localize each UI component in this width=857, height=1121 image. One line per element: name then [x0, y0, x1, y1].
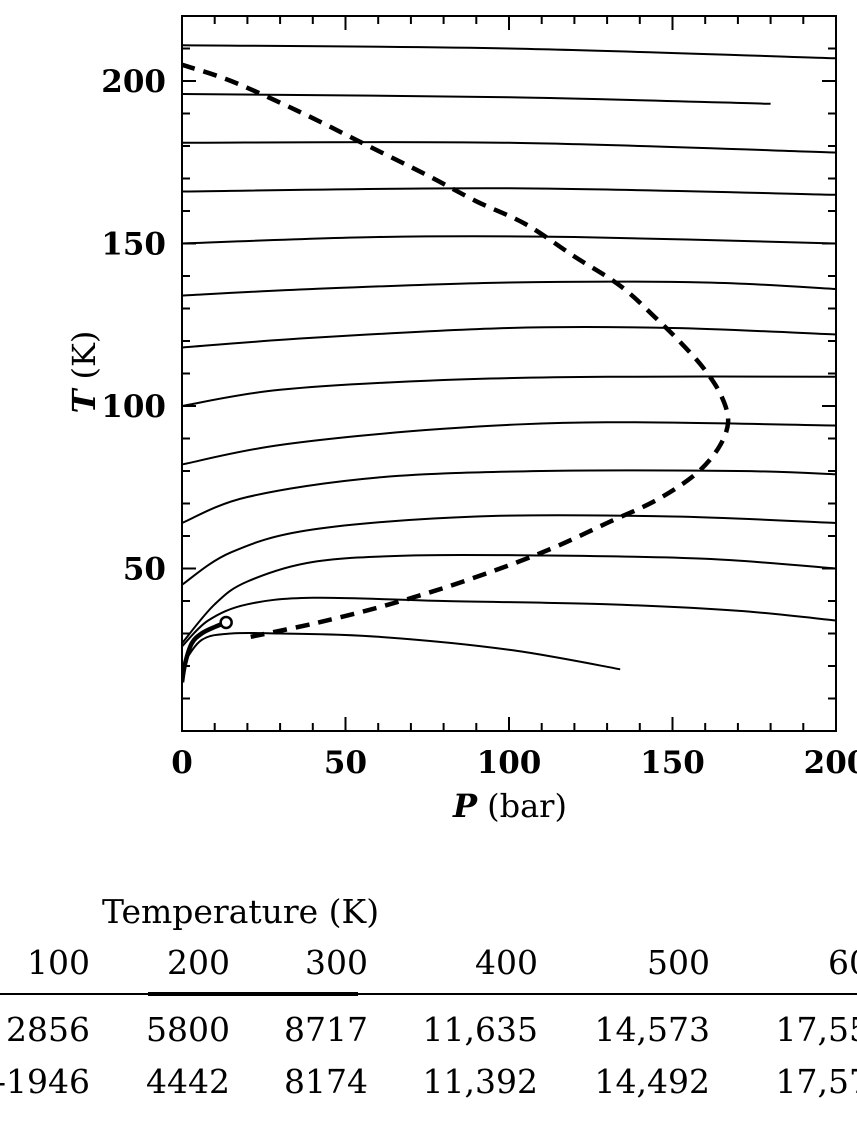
table-rule: [0, 993, 857, 995]
y-axis-label: T(K): [65, 331, 103, 414]
table-header-cell: 500: [647, 943, 710, 982]
table-cell: 14,492: [594, 1062, 710, 1101]
y-tick-label: 50: [123, 552, 166, 588]
x-tick-label: 100: [477, 745, 542, 781]
table-cell: 5800: [146, 1010, 230, 1049]
table-cell: 2856: [6, 1010, 90, 1049]
isenthalp-line: [182, 421, 836, 466]
table-header-cell: 200: [167, 943, 230, 982]
isenthalp-line: [182, 325, 836, 349]
y-tick-label: 150: [101, 227, 166, 263]
table-cell: 17,57: [775, 1062, 857, 1101]
table-cell: 8717: [284, 1010, 368, 1049]
isenthalp-line: [182, 469, 836, 524]
x-tick-label: 0: [171, 745, 193, 781]
x-tick-label: 50: [324, 745, 367, 781]
isenthalp-line: [182, 235, 836, 245]
isenthalp-line: [182, 596, 836, 648]
table-cell: 4442: [146, 1062, 230, 1101]
table-cell: 11,635: [422, 1010, 538, 1049]
isenthalp-line: [182, 187, 836, 196]
y-axis: 50 100 150 200: [101, 15, 836, 700]
x-axis-label: P (bar): [452, 787, 567, 825]
y-tick-label: 100: [101, 389, 166, 425]
table-cell: 11,392: [422, 1062, 538, 1101]
table-cell: 8174: [284, 1062, 368, 1101]
isenthalp-line: [182, 514, 836, 586]
x-tick-label: 200: [804, 745, 857, 781]
y-tick-label: 200: [101, 64, 166, 100]
table-cell: 17,55: [775, 1010, 857, 1049]
x-tick-label: 150: [640, 745, 705, 781]
table-rule-accent: [148, 992, 358, 996]
table-header-cell: 60: [828, 943, 857, 982]
table-header-cell: 300: [305, 943, 368, 982]
x-axis: 0 50 100 150 200: [171, 16, 857, 781]
inversion-curve: [182, 62, 731, 640]
table-header-cell: 400: [475, 943, 538, 982]
saturation-curve: [182, 620, 227, 683]
table-title: Temperature (K): [102, 892, 380, 931]
isenthalp-line: [182, 631, 621, 671]
critical-point-marker: [219, 615, 233, 630]
isenthalp-line: [182, 553, 836, 644]
plot-area: [181, 15, 837, 732]
plot-frame: [181, 15, 837, 732]
isenthalp-line: [182, 280, 836, 297]
table-header-cell: 100: [27, 943, 90, 982]
isenthalp-line: [182, 44, 836, 60]
curves: [182, 44, 836, 683]
table-cell: -1946: [0, 1062, 90, 1101]
data-table: Temperature (K) 100 200 300 400 500 60 2856 580…: [0, 880, 857, 1121]
table-cell: 14,573: [594, 1010, 710, 1049]
isenthalp-line: [182, 141, 836, 154]
isenthalp-chart: 0 50 100 150 200 50 100 150 200 P(bar) T(K): [65, 15, 857, 825]
isenthalp-line: [182, 375, 836, 407]
